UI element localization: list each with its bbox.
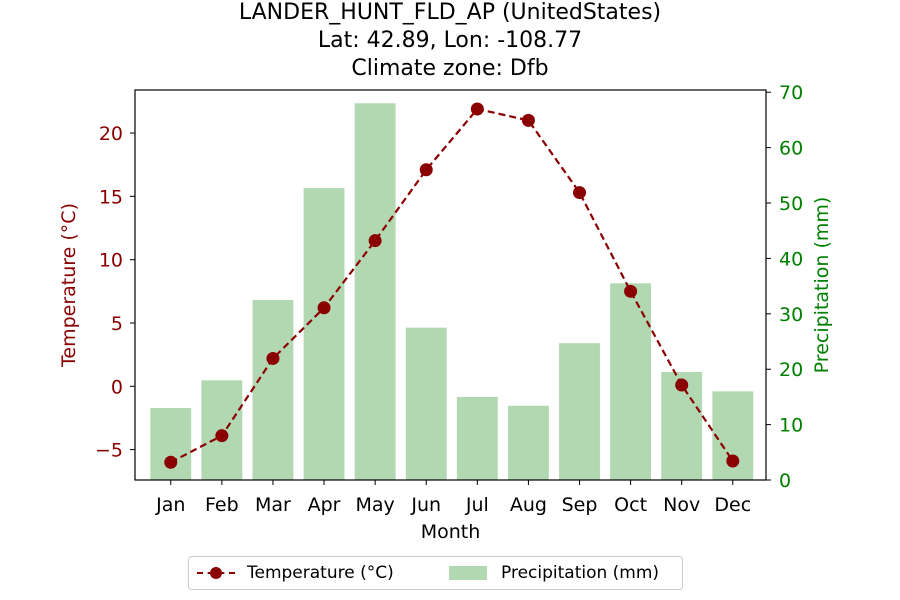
x-tick-label-jun: Jun — [410, 494, 441, 516]
precipitation-bar-sep — [559, 343, 600, 480]
x-tick-label-jan: Jan — [155, 494, 185, 516]
y-left-tick-label: 5 — [111, 313, 123, 335]
y-left-tick-label: 20 — [99, 123, 123, 145]
precipitation-bar-oct — [610, 283, 652, 480]
y-right-axis-label: Precipitation (mm) — [811, 197, 833, 374]
temperature-point-apr — [317, 301, 331, 315]
x-axis-label: Month — [421, 521, 481, 543]
temperature-line — [170, 107, 734, 464]
temperature-point-dec — [726, 454, 740, 468]
precipitation-bar-may — [354, 103, 396, 480]
x-tick-label-dec: Dec — [714, 494, 751, 516]
temperature-point-jan — [164, 455, 178, 469]
precipitation-bar-apr — [303, 188, 345, 481]
temperature-point-oct — [624, 284, 638, 298]
x-tick-label-may: May — [355, 494, 394, 516]
y-right-tick-label: 60 — [779, 138, 803, 160]
y-right-tick-label: 20 — [779, 359, 803, 381]
legend-label-precipitation: Precipitation (mm) — [501, 563, 660, 583]
precipitation-bar-jul — [456, 396, 498, 480]
temperature-line-swatch — [197, 563, 235, 583]
x-tick-label-apr: Apr — [308, 494, 341, 516]
y-right-tick-label: 30 — [779, 304, 803, 326]
temperature-point-jul — [470, 102, 484, 116]
chart-legend: Temperature (°C) Precipitation (mm) — [188, 556, 683, 590]
precipitation-bar-aug — [507, 405, 549, 480]
x-tick-label-jul: Jul — [465, 494, 489, 516]
x-tick-label-feb: Feb — [205, 494, 239, 516]
temperature-point-sep — [573, 186, 587, 200]
plot-frame — [134, 89, 767, 481]
x-tick-label-oct: Oct — [614, 494, 647, 516]
legend-label-temperature: Temperature (°C) — [247, 563, 394, 583]
y-right-tick-label: 0 — [779, 470, 791, 492]
x-tick-label-aug: Aug — [510, 494, 547, 516]
y-left-tick-label: 0 — [111, 376, 123, 398]
legend-item-precipitation: Precipitation (mm) — [449, 557, 659, 589]
y-right-tick-label: 70 — [779, 82, 803, 104]
y-left-tick-label: 10 — [99, 250, 123, 272]
precipitation-bar-mar — [252, 299, 294, 480]
temperature-point-feb — [215, 429, 229, 443]
y-right-tick-label: 50 — [779, 193, 803, 215]
temperature-point-may — [368, 234, 382, 248]
y-left-tick-label: −5 — [95, 440, 123, 462]
temperature-point-nov — [675, 378, 689, 392]
x-tick-label-nov: Nov — [663, 494, 700, 516]
precipitation-bar-jan — [150, 407, 192, 480]
y-right-tick-label: 40 — [779, 248, 803, 270]
precipitation-bar-jun — [405, 327, 447, 480]
legend-item-temperature: Temperature (°C) — [197, 557, 394, 589]
chart-title-line-2: Lat: 42.89, Lon: -108.77 — [317, 28, 583, 53]
temperature-point-aug — [521, 113, 535, 127]
x-tick-label-sep: Sep — [562, 494, 598, 516]
temperature-point-jun — [419, 163, 433, 177]
y-left-axis-label: Temperature (°C) — [58, 203, 80, 368]
y-left-tick-label: 15 — [99, 186, 123, 208]
precipitation-bar-swatch — [449, 566, 487, 580]
chart-title-line-1: LANDER_HUNT_FLD_AP (UnitedStates) — [238, 0, 662, 25]
y-right-tick-label: 10 — [779, 415, 803, 437]
chart-title-line-3: Climate zone: Dfb — [351, 56, 549, 81]
x-tick-label-mar: Mar — [255, 494, 291, 516]
temperature-point-mar — [266, 351, 280, 365]
